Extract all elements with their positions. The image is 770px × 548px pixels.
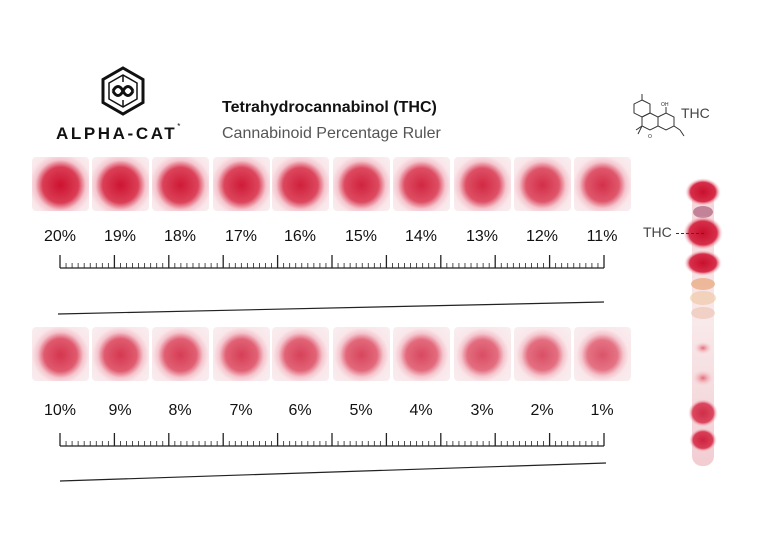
percentage-label: 4% [409, 402, 433, 419]
percentage-label: 17% [224, 228, 258, 245]
spot-tile [213, 327, 270, 381]
percentage-label: 1% [590, 402, 614, 419]
spot-tile [92, 157, 149, 211]
brand-name: ALPHA-CAT* [56, 122, 181, 143]
percentage-label: 7% [229, 402, 253, 419]
spot-tile [454, 327, 511, 381]
spot-tile [514, 157, 571, 211]
scale-diagonal-line [59, 462, 607, 482]
percentage-label: 19% [103, 228, 137, 245]
percentage-label: 11% [586, 228, 618, 245]
trademark-mark: * [177, 122, 181, 131]
thc-molecule-label: THC [681, 105, 710, 121]
percentage-label: 15% [344, 228, 378, 245]
tlc-plate-strip [683, 178, 723, 466]
spot-tile [574, 157, 631, 211]
percentage-label: 20% [43, 228, 77, 245]
percentage-label: 10% [43, 402, 77, 419]
spot-tile [574, 327, 631, 381]
spot-tile [32, 157, 89, 211]
percentage-label: 5% [349, 402, 373, 419]
spot-tile [393, 327, 450, 381]
percentage-label: 13% [465, 228, 499, 245]
page-title: Tetrahydrocannabinol (THC) [222, 99, 437, 116]
scale-diagonal-line [57, 301, 605, 315]
spot-tile [514, 327, 571, 381]
spot-tile [152, 327, 209, 381]
spot-tile [272, 157, 329, 211]
thc-plate-leader-line [676, 233, 704, 234]
percentage-label: 18% [163, 228, 197, 245]
spot-tile [213, 157, 270, 211]
thc-plate-label: THC [643, 224, 672, 240]
page-subtitle: Cannabinoid Percentage Ruler [222, 125, 441, 142]
percentage-label: 16% [283, 228, 317, 245]
spot-tile [454, 157, 511, 211]
percentage-label: 3% [470, 402, 494, 419]
spot-tile [333, 327, 390, 381]
percentage-label: 2% [530, 402, 554, 419]
spot-tile [32, 327, 89, 381]
percentage-label: 12% [525, 228, 559, 245]
svg-text:OH: OH [661, 102, 669, 108]
spot-tile [92, 327, 149, 381]
spot-tile [272, 327, 329, 381]
spot-tile [152, 157, 209, 211]
percentage-label: 9% [108, 402, 132, 419]
spot-tile [333, 157, 390, 211]
percentage-label: 14% [404, 228, 438, 245]
spot-tile [393, 157, 450, 211]
percentage-label: 8% [168, 402, 192, 419]
thc-molecule-icon: OH O [633, 94, 685, 140]
svg-text:O: O [648, 134, 652, 140]
alpha-cat-logo-icon [101, 66, 145, 116]
percentage-label: 6% [288, 402, 312, 419]
